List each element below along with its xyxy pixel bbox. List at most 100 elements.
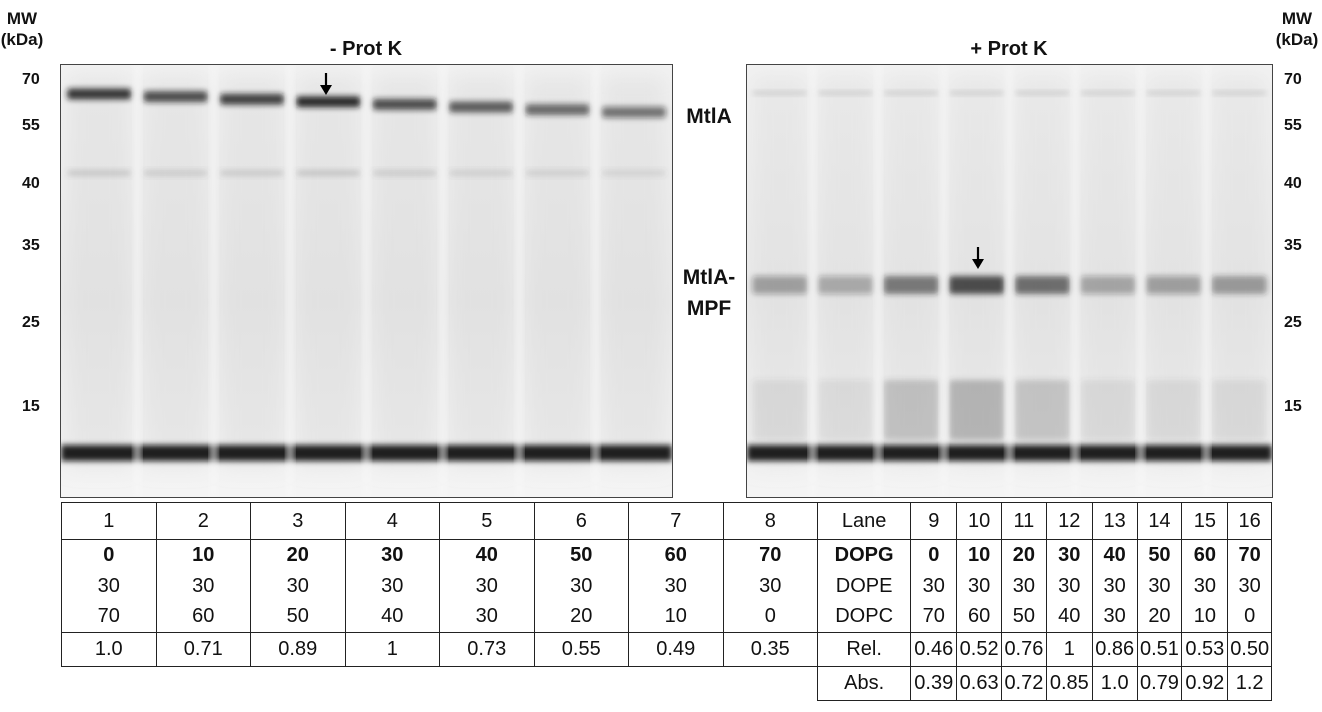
table-row-rel: 1.0 0.71 0.89 1 0.73 0.55 0.49 0.35 Rel. 0.46 0.52…: [61, 632, 1272, 667]
lane-gap: [438, 65, 447, 497]
cell-abs-lane-14: 0.79: [1136, 666, 1183, 701]
lane-gap: [939, 65, 948, 497]
row-label-rel: Rel.: [816, 632, 912, 667]
cell-abs-lane-10: 0.63: [956, 666, 1003, 701]
lane-gap: [1071, 65, 1080, 497]
faint-band: [525, 170, 590, 176]
cell-abs-lane-13: 1.0: [1091, 666, 1138, 701]
lane-gap: [591, 65, 600, 497]
row-label-dopc: DOPC: [816, 601, 912, 633]
top-faint-line: [752, 91, 808, 95]
lane-gap: [874, 65, 883, 497]
cell-rel-lane-9: 0.46: [910, 632, 958, 667]
lower-smear: [1080, 380, 1136, 440]
cell-dopg-lane-5: 40: [439, 539, 535, 571]
left-mw-marker-70: 70: [22, 71, 40, 88]
table-row-lane: 1 2 3 4 5 6 7 8 Lane 9 10 11 12 13 14 15 16: [61, 502, 1272, 540]
faint-band: [296, 170, 361, 176]
mtla-mpf-band: [949, 276, 1005, 294]
faint-band: [67, 170, 132, 176]
right-panel-title: + Prot K: [970, 38, 1048, 60]
cell-dope-lane-14: 30: [1136, 570, 1183, 602]
faint-band: [143, 170, 208, 176]
top-faint-line: [883, 91, 939, 95]
cell-lane-lane-1: 1: [61, 502, 157, 540]
lane-gap: [362, 65, 371, 497]
right-mw-marker-15: 15: [1284, 398, 1302, 415]
cell-dopc-lane-4: 40: [344, 601, 440, 633]
cell-dopc-lane-12: 40: [1045, 601, 1093, 633]
cell-abs-lane-12: 0.85: [1045, 666, 1093, 701]
right-mw-marker-25: 25: [1284, 314, 1302, 331]
mtla-mpf-band: [817, 276, 873, 294]
mtla-mpf-band: [752, 276, 808, 294]
lane-smear: [448, 75, 514, 467]
top-faint-line: [1014, 91, 1070, 95]
cell-lane-lane-3: 3: [250, 502, 346, 540]
cell-dopc-lane-15: 10: [1181, 601, 1229, 633]
top-faint-line: [1211, 91, 1267, 95]
empty-cell: [62, 667, 157, 701]
left-mw-marker-25: 25: [22, 314, 40, 331]
right-mw-marker-70: 70: [1284, 71, 1302, 88]
right-mw-header-line2: (kDa): [1275, 30, 1319, 49]
lower-smear: [752, 380, 808, 440]
mtla-mpf-band: [1080, 276, 1136, 294]
top-faint-line: [1080, 91, 1136, 95]
mtla-band: [448, 101, 514, 113]
cell-lane-lane-9: 9: [910, 502, 958, 540]
lane-gap: [808, 65, 817, 497]
mtla-band-label: MtlA: [686, 105, 732, 128]
cell-rel-lane-10: 0.52: [956, 632, 1003, 667]
cell-dopc-lane-8: 0: [722, 601, 818, 633]
mtla-mpf-band: [883, 276, 939, 294]
right-gel-image: [746, 64, 1273, 498]
top-faint-line: [817, 91, 873, 95]
row-label-dope: DOPE: [816, 570, 912, 602]
cell-dopc-lane-1: 70: [61, 601, 157, 633]
table-row-dope: 30 30 30 30 30 30 30 30 DOPE 30 30 30 30 30 30 30 30: [61, 570, 1272, 602]
right-gel-graphic: [747, 65, 1272, 497]
cell-dope-lane-12: 30: [1045, 570, 1093, 602]
left-panel-title: - Prot K: [329, 38, 403, 60]
cell-rel-lane-5: 0.73: [439, 632, 535, 667]
cell-dopg-lane-2: 10: [155, 539, 251, 571]
cell-dopc-lane-14: 20: [1136, 601, 1183, 633]
top-faint-line: [949, 91, 1005, 95]
mtla-mpf-band: [1146, 276, 1202, 294]
empty-cell: [251, 667, 346, 701]
left-mw-header-line1: MW: [6, 9, 38, 28]
lane-gap: [286, 65, 295, 497]
cell-dopg-lane-4: 30: [344, 539, 440, 571]
cell-lane-lane-10: 10: [956, 502, 1003, 540]
cell-rel-lane-3: 0.89: [250, 632, 346, 667]
mtla-band: [525, 104, 590, 116]
cell-dopc-lane-11: 50: [1001, 601, 1047, 633]
cell-lane-lane-14: 14: [1136, 502, 1183, 540]
lower-smear: [883, 380, 939, 440]
cell-rel-lane-14: 0.51: [1136, 632, 1183, 667]
cell-dope-lane-7: 30: [628, 570, 724, 602]
cell-dopc-lane-7: 10: [628, 601, 724, 633]
cell-dope-lane-10: 30: [956, 570, 1003, 602]
lane-smear: [525, 75, 590, 467]
lower-smear: [1211, 380, 1267, 440]
cell-rel-lane-15: 0.53: [1181, 632, 1229, 667]
lane-gap: [1202, 65, 1211, 497]
left-mw-marker-15: 15: [22, 398, 40, 415]
cell-dopg-lane-15: 60: [1181, 539, 1229, 571]
cell-lane-lane-5: 5: [439, 502, 535, 540]
lane-smear: [219, 75, 285, 467]
cell-dopc-lane-3: 50: [250, 601, 346, 633]
right-mw-marker-55: 55: [1284, 117, 1302, 134]
cell-rel-lane-6: 0.55: [533, 632, 629, 667]
cell-dope-lane-11: 30: [1001, 570, 1047, 602]
faint-band: [219, 170, 285, 176]
right-mw-header-line1: MW: [1281, 9, 1313, 28]
cell-dope-lane-9: 30: [910, 570, 958, 602]
down-arrow-icon: [320, 73, 332, 95]
faint-band: [372, 170, 437, 176]
cell-rel-lane-13: 0.86: [1091, 632, 1138, 667]
cell-dope-lane-1: 30: [61, 570, 157, 602]
mtla-band: [296, 96, 361, 108]
